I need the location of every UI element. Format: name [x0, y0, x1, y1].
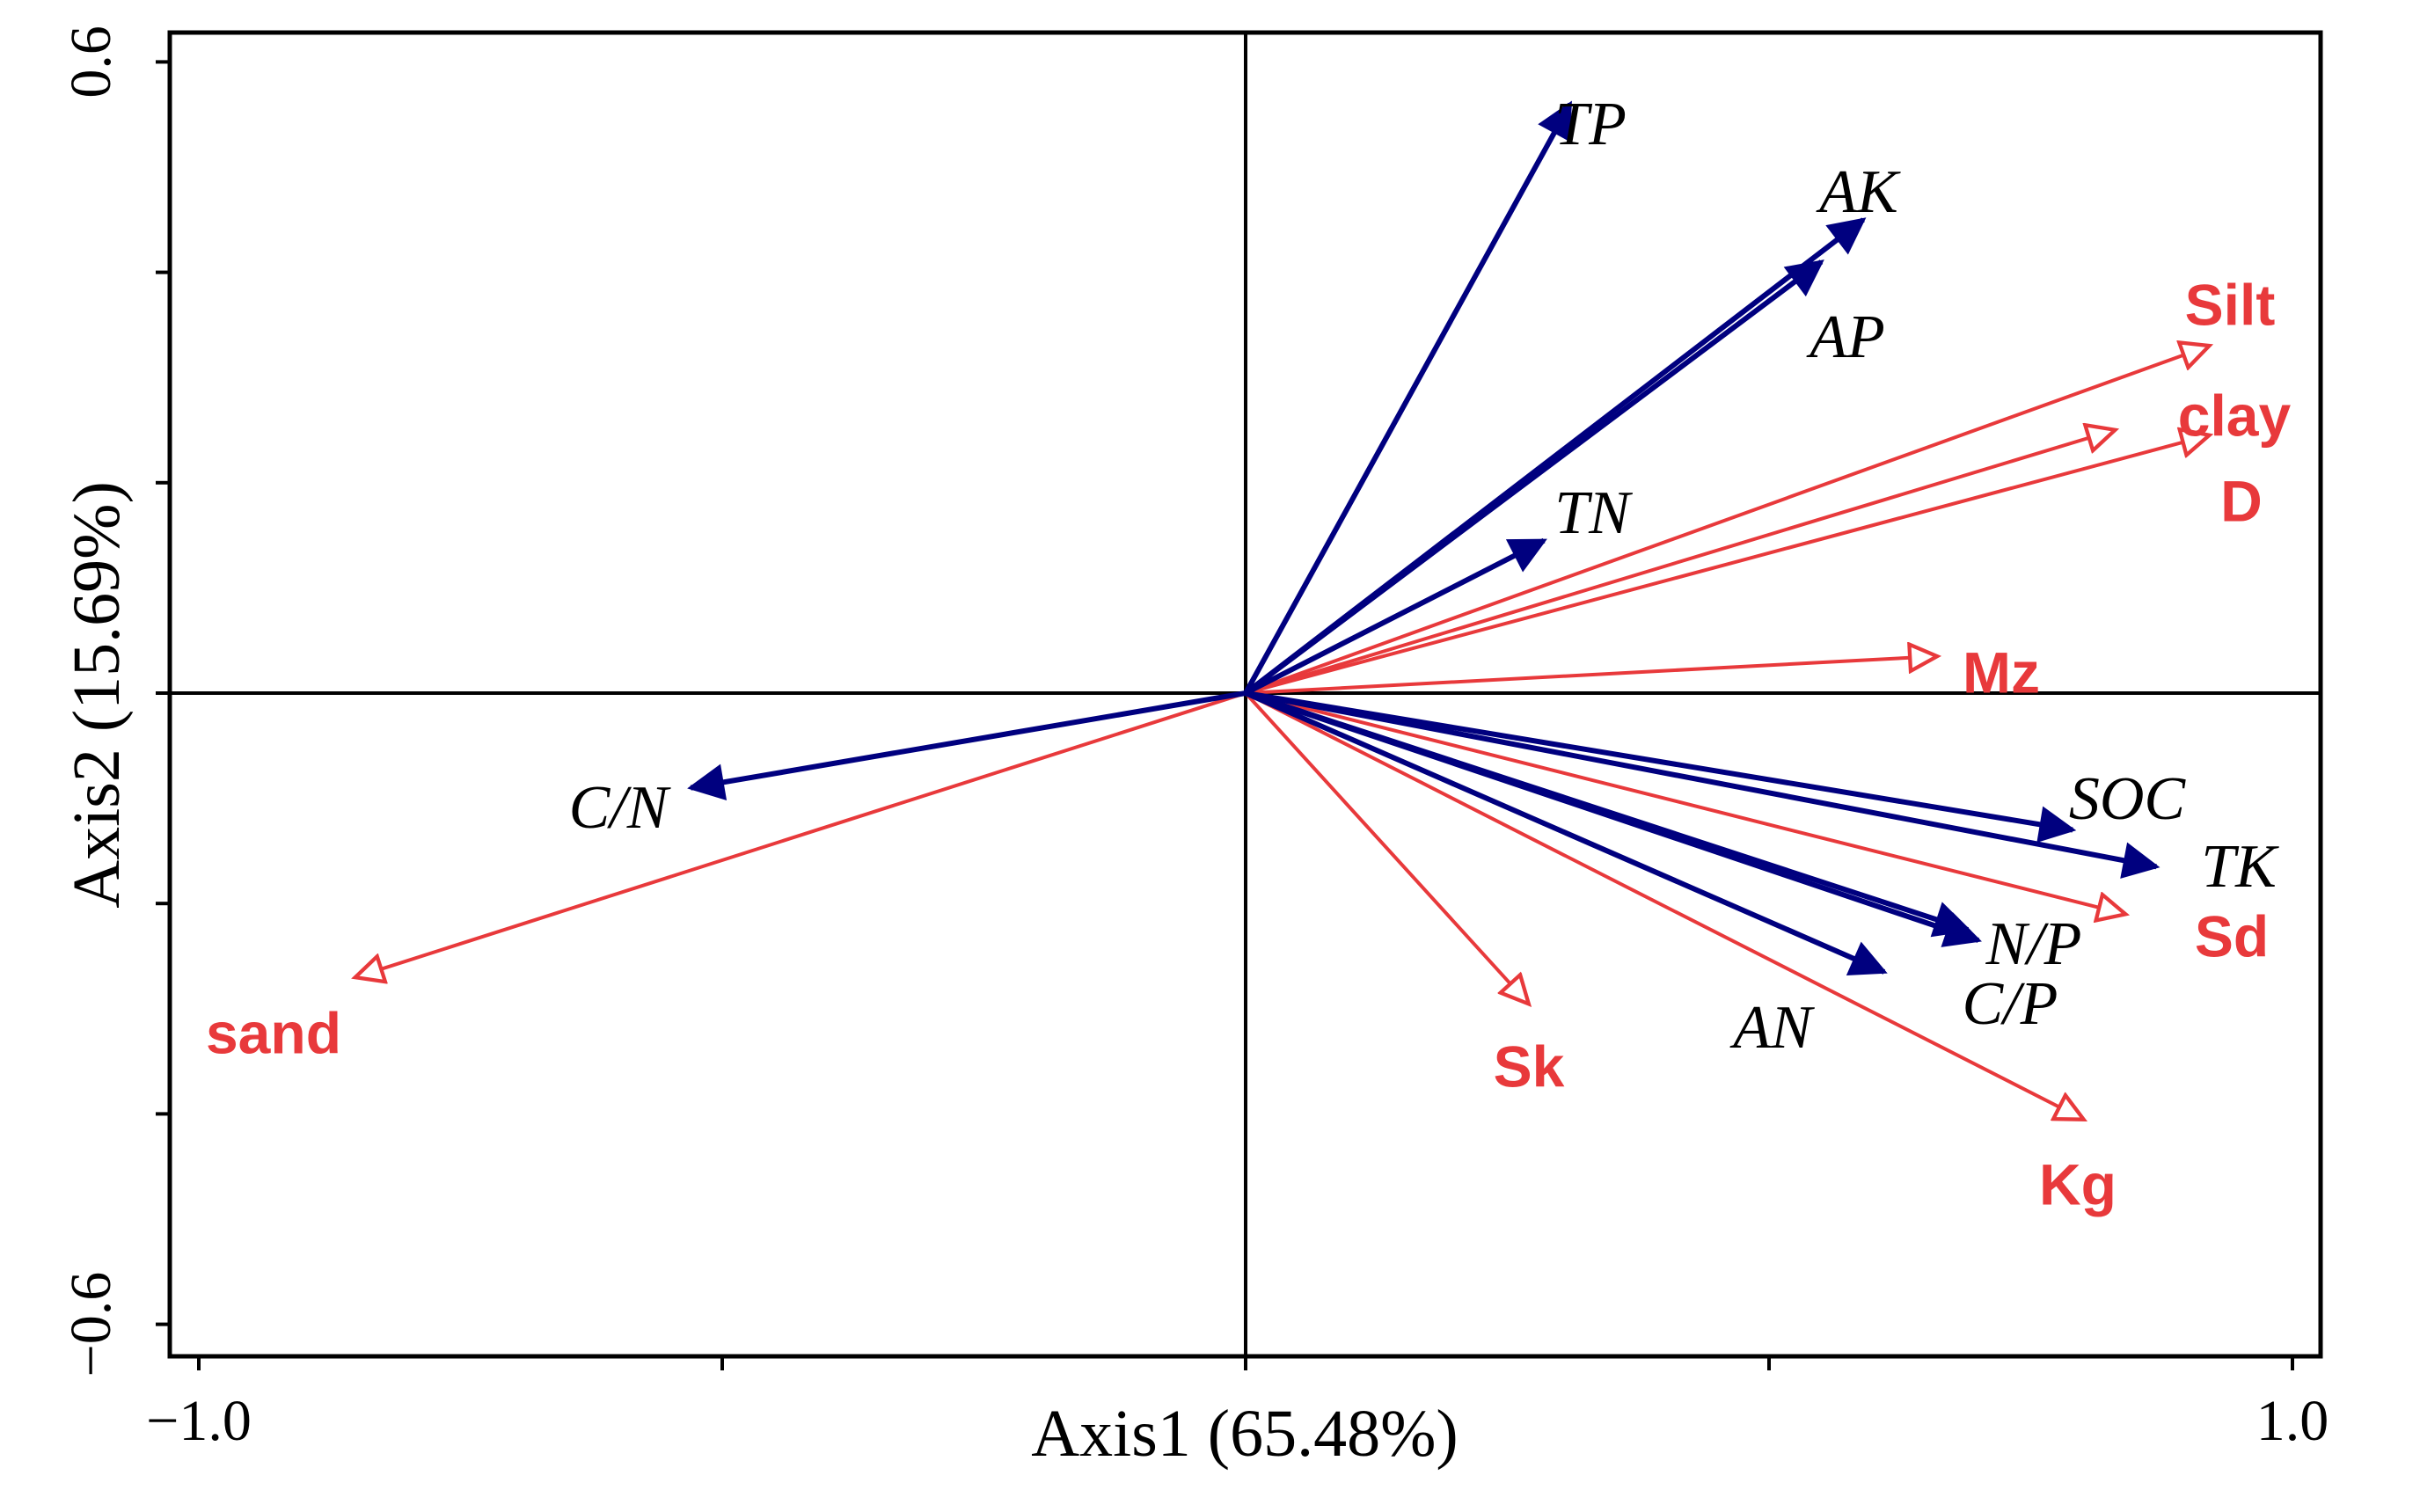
- vector-label-d: D: [2220, 468, 2263, 533]
- x-tick-label: −1.0: [146, 1389, 252, 1453]
- vector-ap: [1244, 259, 1824, 696]
- y-tick-label: 0.6: [59, 26, 123, 99]
- vector-label-tk: TK: [2201, 833, 2279, 901]
- y-tick-label: −0.6: [59, 1272, 123, 1377]
- vector-tn: [1244, 537, 1547, 696]
- vector-sd: [1245, 691, 2125, 914]
- vector-kg: [1245, 691, 2083, 1119]
- vector-clay: [1245, 430, 2115, 695]
- vector-label-sk: Sk: [1494, 1034, 1565, 1099]
- vector-label-c-p: C/P: [1963, 970, 2058, 1038]
- vector-label-c-n: C/N: [569, 774, 671, 842]
- y-axis-title: Axis2 (15.69%): [60, 481, 134, 909]
- vector-c-p: [1245, 690, 1972, 938]
- vector-tk: [1245, 690, 2160, 879]
- vector-label-clay: clay: [2178, 383, 2292, 448]
- vector-label-an: AN: [1729, 994, 1815, 1062]
- vector-label-mz: Mz: [1963, 639, 2040, 705]
- vectors: [356, 100, 2209, 1119]
- vector-mz: [1245, 656, 1936, 695]
- vector-label-sand: sand: [206, 1000, 341, 1065]
- vector-label-kg: Kg: [2039, 1151, 2117, 1216]
- vector-label-ak: AK: [1816, 158, 1901, 226]
- vector-silt: [1245, 346, 2209, 695]
- vector-c-n: [687, 690, 1247, 800]
- vector-soc: [1245, 690, 2077, 844]
- vector-label-ap: AP: [1806, 303, 1885, 371]
- x-axis-title: Axis1 (65.48%): [1031, 1397, 1459, 1471]
- vector-sk: [1244, 691, 1528, 1004]
- vector-d: [1245, 435, 2209, 695]
- vector-label-tp: TP: [1554, 91, 1627, 158]
- x-tick-label: 1.0: [2256, 1389, 2329, 1453]
- vector-label-tn: TN: [1554, 479, 1633, 547]
- vector-an: [1244, 690, 1888, 976]
- vector-label-soc: SOC: [2069, 765, 2187, 833]
- axis-ticks: −1.0 1.0 −0.6 0.6: [59, 26, 2329, 1453]
- vector-label-sd: Sd: [2195, 903, 2269, 968]
- vector-sand: [356, 691, 1247, 977]
- vector-label-silt: Silt: [2185, 272, 2276, 337]
- vector-tp: [1243, 100, 1573, 695]
- vector-label-n-p: N/P: [1985, 910, 2082, 978]
